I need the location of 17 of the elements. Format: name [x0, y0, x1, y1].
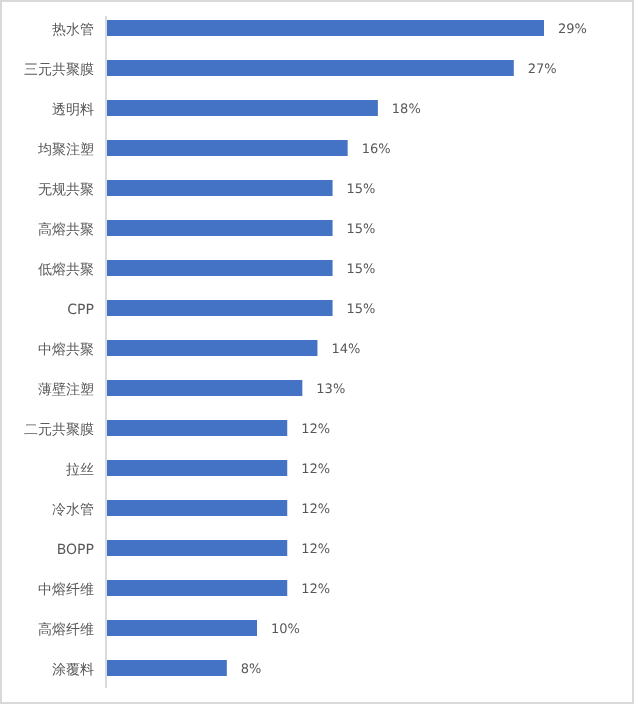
bar: [106, 540, 288, 556]
bar: [106, 380, 303, 396]
bar: [106, 620, 258, 636]
bar: [106, 500, 288, 516]
bar: [106, 100, 378, 116]
bar: [106, 420, 288, 436]
bar: [106, 140, 348, 156]
bar: [106, 260, 333, 276]
bar: [106, 580, 288, 596]
bar: [106, 180, 333, 196]
bar: [106, 340, 318, 356]
bar: [106, 20, 544, 36]
bar: [106, 660, 227, 676]
bar: [106, 60, 514, 76]
bar: [106, 460, 288, 476]
bar: [106, 300, 333, 316]
bar: [106, 220, 333, 236]
